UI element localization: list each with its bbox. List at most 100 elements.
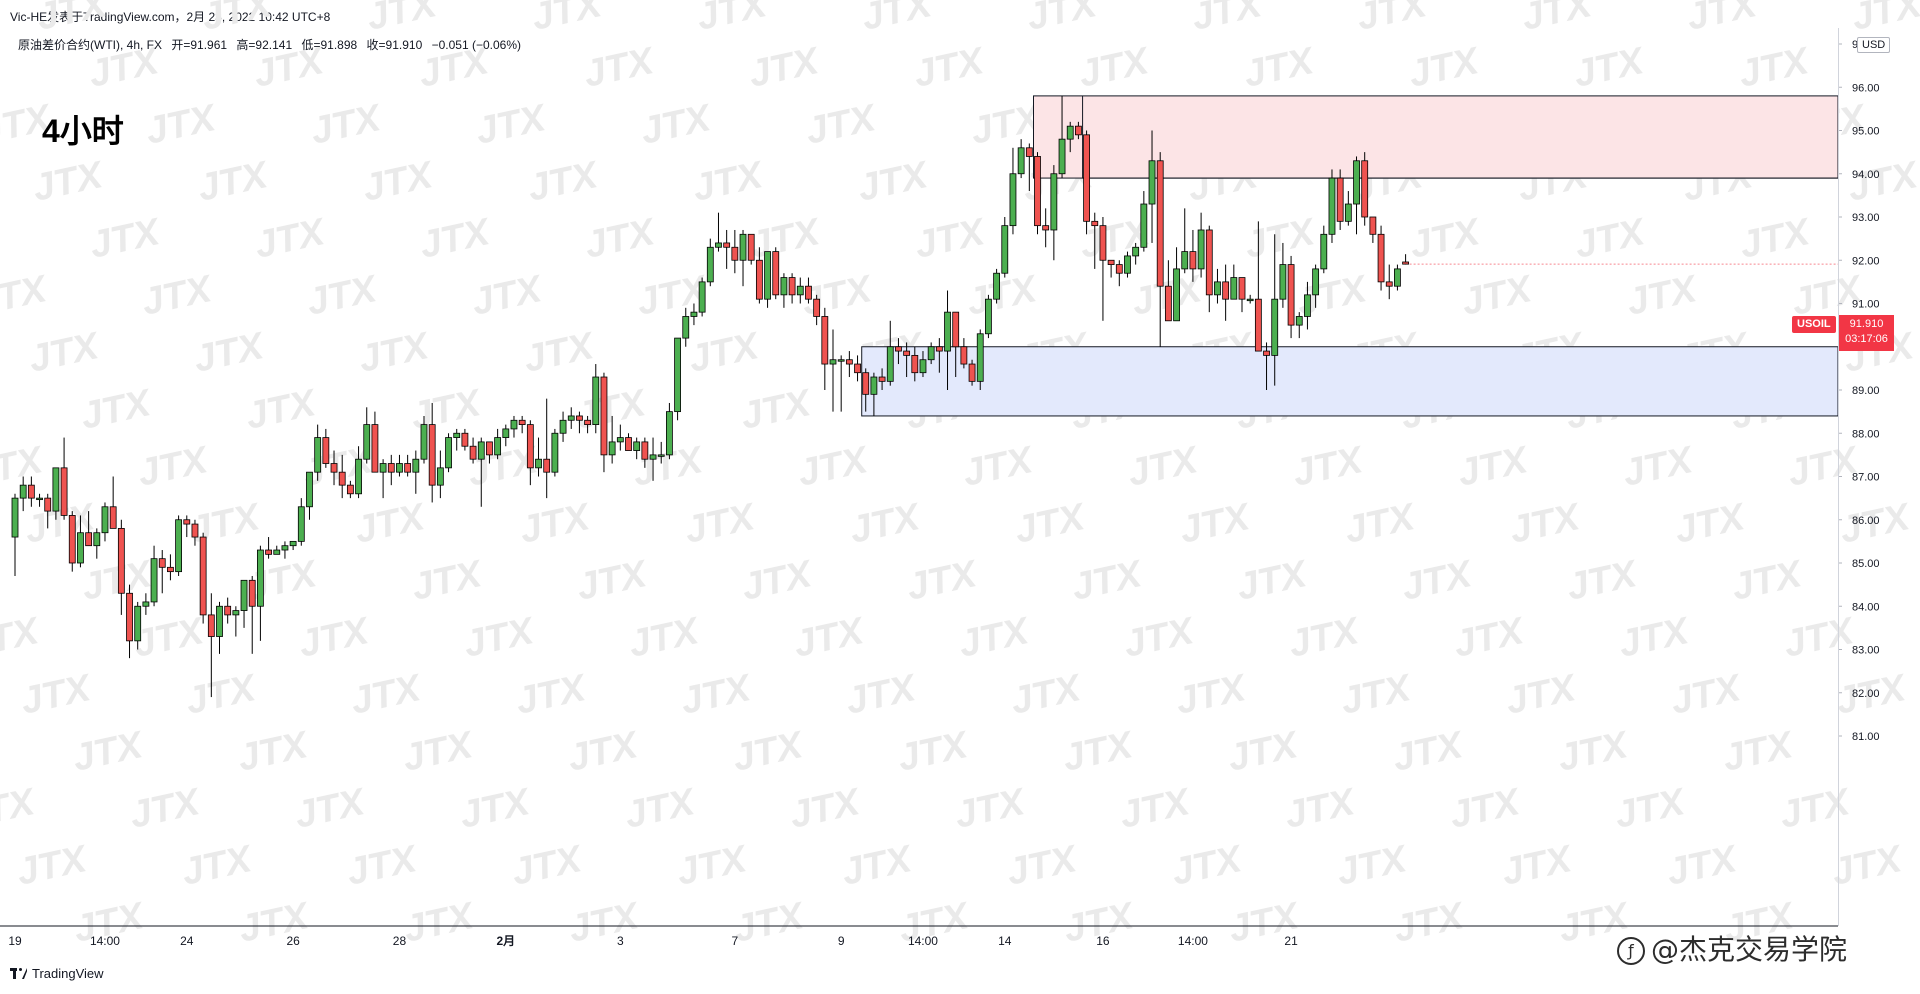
candle [436,450,444,499]
candle-body-up [690,311,698,317]
candle-body-up [1197,229,1205,270]
candle-body-down [960,346,968,365]
watermark-text: JTX [1458,268,1537,324]
candle [821,307,829,390]
watermark-text: JTX [359,154,438,210]
watermark-text: JTX [400,895,479,951]
candle [935,338,943,373]
weibo-icon: ƒ [1617,937,1645,965]
watermark-text: JTX [1571,211,1650,267]
price-tick-label: 89.00 [1852,385,1880,397]
candle [1312,264,1320,308]
legend-instrument[interactable]: 原油差价合约(WTI), 4h, FX [18,38,163,52]
candle-body-up [944,311,951,352]
watermark-text: JTX [1007,667,1086,723]
watermark-text: JTX [1728,553,1807,609]
candle [641,437,649,468]
candle [1156,152,1164,347]
watermark-text: JTX [528,0,607,39]
watermark-text: JTX [903,553,982,609]
candle-body-up [297,506,305,542]
tradingview-logo[interactable]: TradingView [10,966,104,981]
watermark-text: JTX [178,838,257,894]
candle-body-up [535,458,542,469]
candle-body-down [371,424,379,473]
candle [968,359,976,386]
watermark-text: JTX [1502,667,1581,723]
candle-body-down [1025,147,1033,157]
legend-change: −0.051 (−0.06%) [431,38,522,52]
currency-button[interactable]: USD [1857,37,1891,53]
time-tick-label: 2月 [496,934,515,948]
watermark-text: JTX [524,154,603,210]
candle [625,433,632,451]
watermark-text: JTX [951,781,1030,837]
candle [731,229,739,274]
candle-body-down [911,354,919,374]
watermark-text: JTX [794,439,873,495]
candle [1050,165,1058,261]
candle [1304,281,1311,330]
candle-body-up [175,519,183,573]
candle [927,342,935,365]
watermark-text: JTX [29,154,108,210]
candle [674,337,681,421]
candle [649,437,657,481]
candle-body-up [1279,264,1287,300]
candle [993,268,1000,304]
candle-body-up [551,432,559,473]
candle-body-up [1246,298,1254,302]
watermark-text: JTX [1450,610,1529,666]
watermark-text: JTX [1188,0,1267,39]
candle-body-down [1402,261,1409,265]
candle [60,437,68,520]
candle [379,459,387,499]
candle [224,597,232,624]
candle-body-down [625,437,632,451]
candle [134,601,142,650]
candle-body-up [101,506,109,534]
candle [633,437,641,460]
candle-body-down [183,519,191,525]
candle [698,277,706,317]
candle [1295,312,1303,339]
price-tick-label: 92.00 [1852,255,1880,267]
candle-body-down [167,566,174,573]
watermark-text: JTX [1333,838,1412,894]
watermark-text: JTX [408,553,487,609]
candle [142,593,150,615]
brand-watermark: ƒ @杰克交易学院 [1617,928,1847,968]
candle-body-up [674,337,681,413]
candle-body-down [1107,259,1115,265]
watermark-text: JTX [1671,496,1750,552]
candle-body-down [158,558,166,568]
candle [772,247,780,300]
candle [526,420,534,486]
watermark-text: JTX [838,838,917,894]
candle [486,441,493,464]
candle [690,303,698,326]
watermark-text: JTX [1289,439,1368,495]
time-tick-label: 14:00 [908,934,938,948]
candle [1148,130,1156,243]
candle-body-up [993,272,1000,300]
candle [1025,143,1033,192]
watermark-text: JTX [1023,0,1102,39]
watermark-text: JTX [472,97,551,153]
watermark-text: JTX [508,838,587,894]
watermark-text: JTX [1667,667,1746,723]
candle-body-up [436,467,444,486]
candle-body-down [584,419,591,425]
candle [248,575,256,654]
candle [314,424,322,481]
watermark-text: JTX [399,724,478,780]
candle [77,515,84,568]
candle-body-up [1304,294,1311,317]
candle-body-up [1394,268,1401,287]
watermark-text: JTX [33,0,112,39]
time-tick-label: 14:00 [90,934,120,948]
candle-body-down [1205,229,1213,296]
candle [355,446,362,499]
candle [396,454,403,477]
